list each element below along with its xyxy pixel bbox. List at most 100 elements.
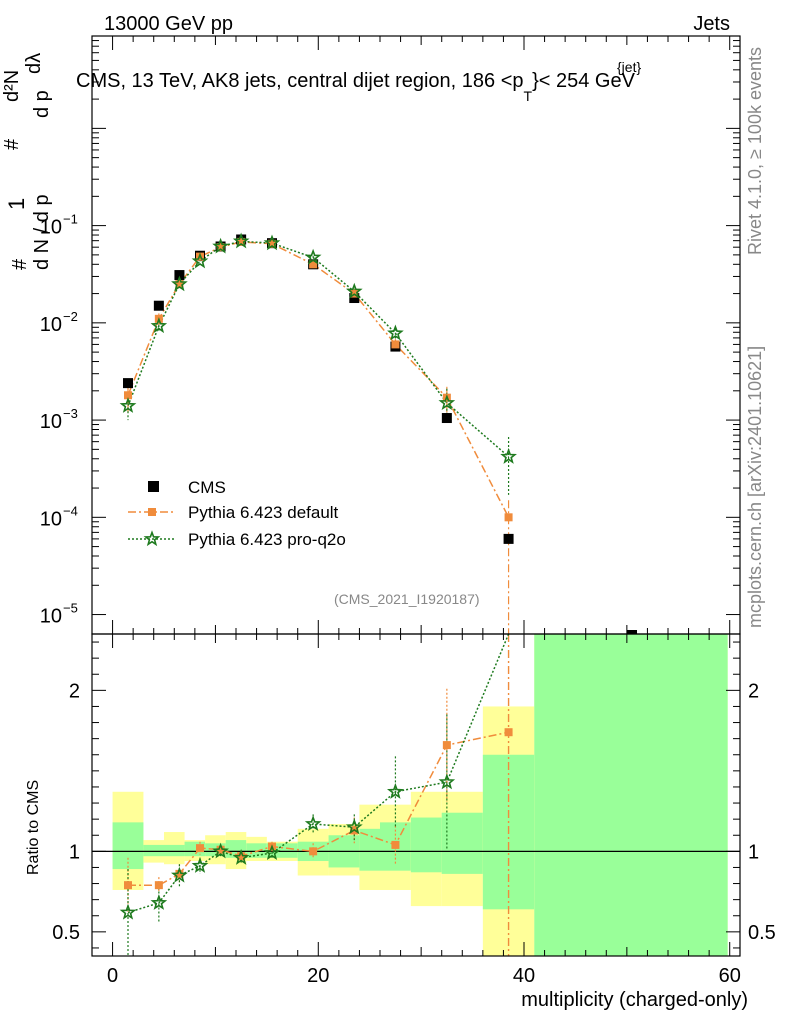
legend-label: Pythia 6.423 default	[188, 503, 339, 522]
marker-cms	[123, 378, 133, 389]
marker-pythia-default	[237, 237, 246, 246]
marker-pythia-q2o	[171, 275, 188, 292]
y-tick-label-main: 10	[40, 508, 62, 530]
ratio-y-tick-label-right: 0.5	[748, 922, 776, 944]
y-axis-label-ratio: Ratio to CMS	[25, 780, 42, 875]
ratio-marker-pythia-default	[196, 844, 204, 853]
marker-pythia-default	[268, 239, 276, 248]
band-green-bin	[246, 843, 267, 858]
legend-marker-pythia-default	[148, 508, 156, 516]
marker-cms	[174, 270, 185, 281]
ratio-panel-series	[119, 633, 513, 956]
ratio-marker-pythia-default	[504, 728, 513, 737]
ratio-marker-pythia-default	[309, 847, 318, 856]
band-green-bin	[441, 812, 483, 874]
svg-text:1: 1	[4, 198, 29, 210]
ratio-marker-pythia-q2o	[438, 773, 456, 790]
marker-pythia-q2o	[438, 394, 456, 411]
band-green-bin	[143, 844, 164, 857]
svg-text:d p: d p	[31, 90, 53, 118]
band-green-bin	[410, 817, 442, 873]
ratio-marker-pythia-q2o	[119, 903, 137, 920]
marker-pythia-default	[504, 513, 513, 522]
y-tick-label-main: 10	[40, 314, 62, 336]
ratio-marker-pythia-q2o	[150, 894, 168, 910]
ratio-marker-pythia-q2o	[304, 815, 322, 832]
y-tick-label-main: 10	[40, 411, 62, 433]
marker-pythia-q2o	[232, 232, 250, 249]
x-tick-label: 60	[719, 965, 741, 987]
ratio-y-tick-label-right: 1	[748, 841, 759, 863]
rivet-label: Rivet 4.1.0, ≥ 100k events	[745, 47, 765, 255]
y-tick-label-main-exponent: −5	[63, 601, 78, 616]
ratio-marker-pythia-default	[442, 741, 451, 750]
ratio-marker-pythia-default	[175, 869, 184, 878]
marker-pythia-q2o	[212, 237, 230, 254]
marker-cms	[153, 300, 164, 311]
main-panel-series	[119, 232, 637, 634]
ratio-marker-pythia-q2o	[232, 849, 250, 865]
mcplots-label: mcplots.cern.ch [arXiv:2401.10621]	[745, 346, 765, 628]
marker-pythia-q2o	[119, 397, 137, 413]
marker-pythia-default	[309, 260, 318, 269]
ratio-marker-pythia-default	[237, 852, 246, 861]
ratio-marker-pythia-default	[154, 881, 163, 890]
svg-text:dλ: dλ	[23, 53, 45, 74]
ratio-marker-pythia-default	[391, 840, 400, 849]
marker-pythia-q2o	[345, 282, 363, 299]
marker-pythia-default	[124, 391, 132, 400]
x-tick-label: 20	[307, 965, 329, 987]
legend-marker-pythia-q2o	[143, 530, 161, 547]
marker-pythia-q2o	[304, 248, 322, 265]
marker-pythia-q2o	[191, 252, 209, 269]
y-tick-label-main-exponent: −4	[63, 503, 78, 518]
svg-text:#: #	[1, 138, 23, 150]
marker-pythia-default	[391, 340, 400, 349]
plot-title: CMS, 13 TeV, AK8 jets, central dijet reg…	[76, 70, 636, 104]
band-green-bin	[359, 828, 380, 871]
legend: CMS Pythia 6.423 default Pythia 6.423 pro-…	[128, 478, 346, 549]
ratio-y-tick-label-left: 2	[69, 680, 80, 702]
marker-cms-outlier	[627, 630, 637, 634]
legend-marker-cms	[148, 481, 159, 492]
y-axis-label-main: # 1 d N / d p # d²N d p dλ	[1, 53, 53, 270]
header-energy: 13000 GeV pp	[104, 13, 233, 35]
uncertainty-bands	[112, 634, 728, 956]
ratio-marker-pythia-q2o	[212, 842, 229, 859]
ratio-marker-pythia-q2o	[345, 818, 363, 835]
ratio-marker-pythia-default	[124, 881, 132, 890]
analysis-tag: (CMS_2021_I1920187)	[334, 591, 480, 607]
svg-text:d²N: d²N	[1, 70, 23, 102]
ratio-panel-frame	[91, 633, 741, 957]
ratio-y-tick-label-left: 1	[69, 841, 80, 863]
y-tick-label-main-exponent: −2	[63, 309, 78, 324]
marker-cms	[503, 533, 514, 544]
marker-pythia-q2o	[500, 447, 517, 464]
y-tick-label-main: 10	[40, 217, 62, 239]
ratio-marker-pythia-q2o	[386, 783, 404, 799]
series-line-pythia-q2o	[127, 240, 510, 458]
plot-title-superscript: {jet}	[617, 59, 641, 75]
x-axis-label: multiplicity (charged-only)	[521, 989, 748, 1011]
ratio-marker-pythia-default	[216, 845, 225, 854]
band-green-bin	[534, 634, 728, 956]
marker-pythia-q2o	[150, 317, 168, 334]
svg-text:#: #	[9, 258, 31, 270]
marker-pythia-q2o	[263, 234, 281, 251]
x-tick-label: 40	[513, 965, 535, 987]
marker-cms	[441, 413, 452, 424]
ratio-marker-pythia-q2o	[170, 866, 188, 883]
marker-pythia-q2o	[387, 324, 404, 341]
marker-cms	[349, 293, 360, 304]
legend-label: Pythia 6.423 pro-q2o	[188, 530, 346, 549]
marker-pythia-default	[216, 243, 225, 252]
legend-label: CMS	[188, 478, 226, 497]
ratio-marker-pythia-q2o	[191, 857, 209, 873]
band-green-bin	[112, 822, 144, 870]
band-green-bin	[164, 844, 185, 857]
y-tick-label-main: 10	[40, 606, 62, 628]
y-tick-label-main-exponent: −1	[63, 212, 78, 227]
ratio-y-tick-label-right: 2	[748, 680, 759, 702]
